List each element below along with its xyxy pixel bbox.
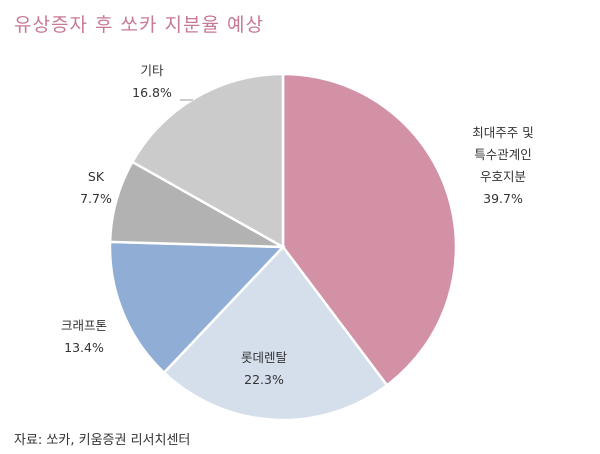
pie-slice (130, 72, 285, 250)
slice-label: 특수관계인 (474, 147, 532, 162)
slice-value-label: 7.7% (80, 191, 112, 206)
pie-slice (108, 240, 286, 375)
slice-label: 우호지분 (480, 169, 526, 184)
chart-title: 유상증자 후 쏘카 지분율 예상 (14, 14, 264, 36)
slice-value-label: 22.3% (244, 372, 284, 387)
slice-label: SK (88, 169, 105, 184)
slice-value-label: 13.4% (64, 340, 104, 355)
pie-slices (108, 72, 458, 422)
slice-value-label: 16.8% (132, 85, 172, 100)
slice-label: 크래프톤 (61, 318, 107, 333)
source-note: 자료: 쏘카, 키움증권 리서치센터 (14, 433, 191, 448)
slice-label: 최대주주 및 (472, 125, 533, 140)
slice-label: 기타 (140, 63, 164, 78)
slice-label: 롯데렌탈 (241, 350, 288, 365)
pie-slice (281, 72, 458, 388)
pie-slice (162, 245, 389, 422)
slice-value-label: 39.7% (483, 191, 523, 206)
